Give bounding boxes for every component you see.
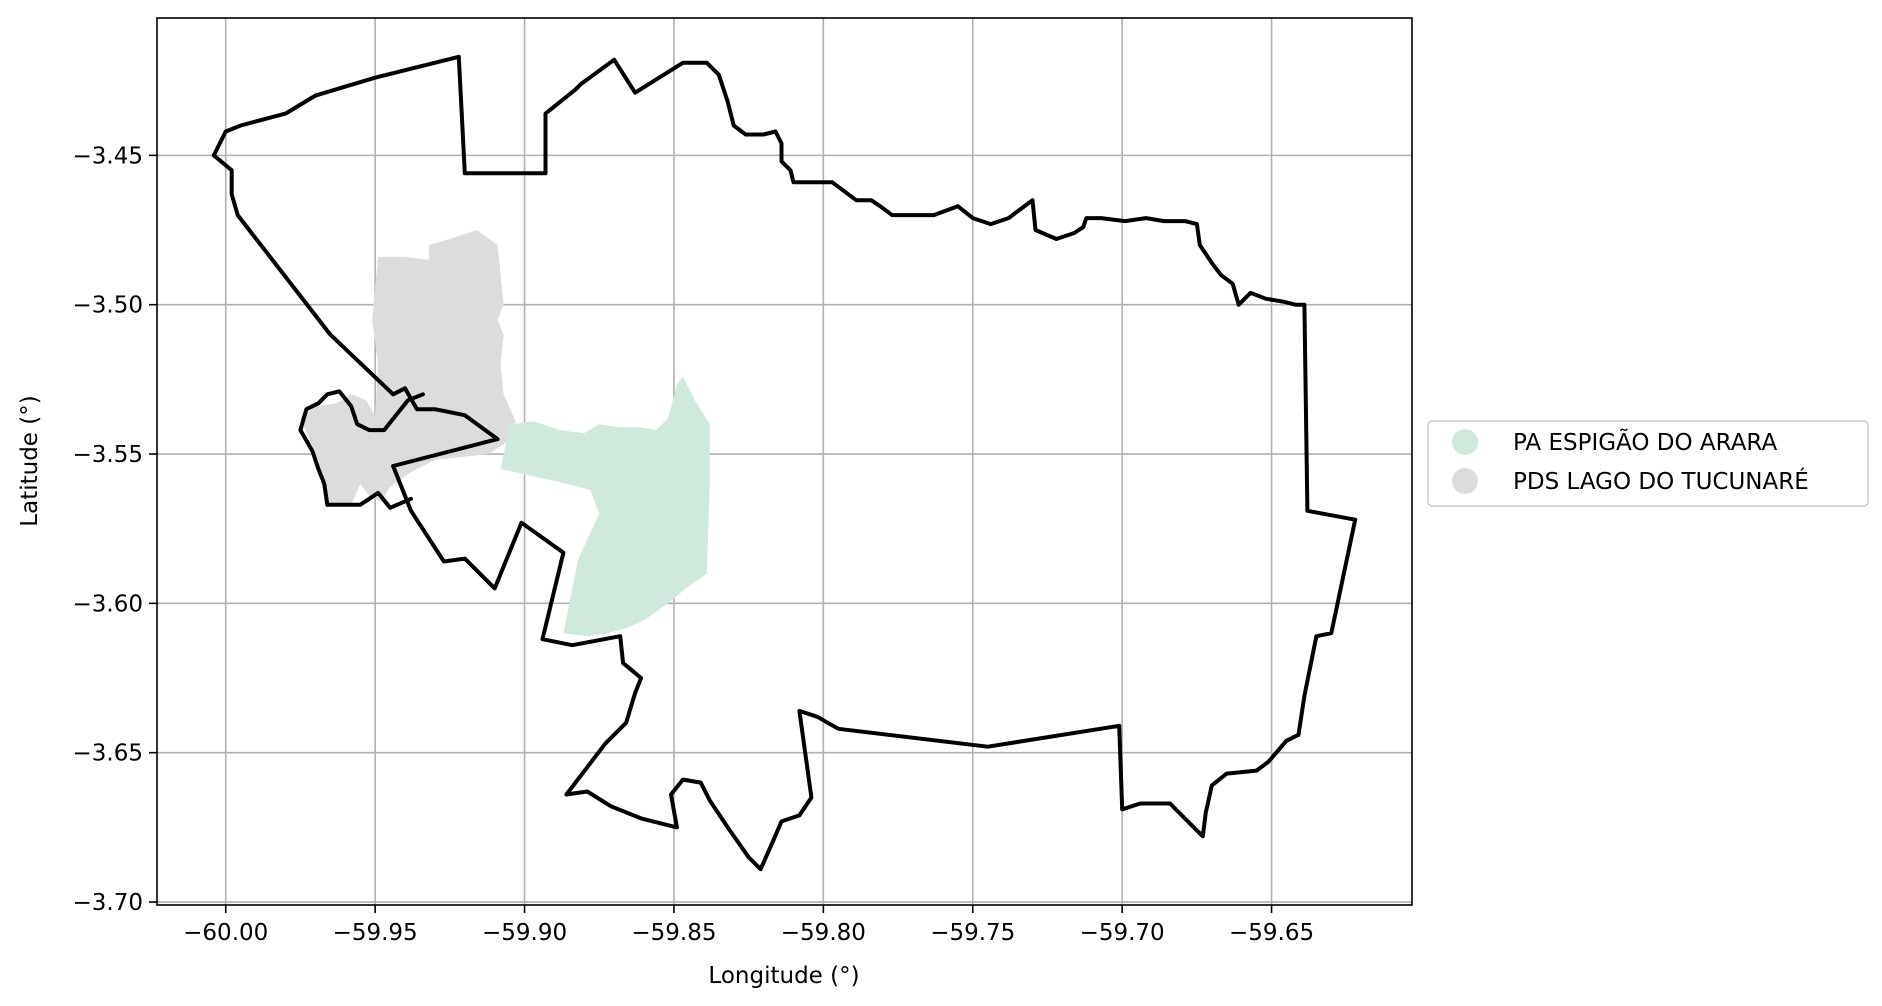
y-axis: −3.45 −3.50 −3.55 −3.60 −3.65 −3.70 [73,143,157,916]
municipality-boundary [211,54,1358,872]
y-tick-label-4: −3.65 [73,741,143,767]
x-tick-label-6: −59.70 [1080,920,1165,946]
x-tick-label-2: −59.90 [482,920,567,946]
area-pa-espigao-do-arara [500,376,710,637]
x-tick-label-5: −59.75 [930,920,1015,946]
y-tick-label-3: −3.60 [73,591,143,617]
areas [300,230,710,637]
y-tick-label-5: −3.70 [73,890,143,916]
legend-marker-pa-espigao [1452,429,1478,455]
x-tick-label-7: −59.65 [1229,920,1314,946]
legend-marker-pds-lago [1452,468,1478,494]
y-tick-label-2: −3.55 [73,442,143,468]
x-axis: −60.00 −59.95 −59.90 −59.85 −59.80 −59.75 −59.… [183,905,1314,946]
y-tick-label-1: −3.50 [73,293,143,319]
y-axis-label: Latitude (°) [17,395,43,526]
x-tick-label-0: −60.00 [183,920,268,946]
legend-box [1427,420,1869,507]
area-pds-lago-do-tucunare [300,230,516,505]
x-tick-label-4: −59.80 [781,920,866,946]
x-tick-label-3: −59.85 [631,920,716,946]
x-tick-label-1: −59.95 [333,920,418,946]
boundary-inner-lobe [298,389,425,510]
x-axis-label: Longitude (°) [708,963,859,989]
y-tick-label-0: −3.45 [73,143,143,169]
plot-frame [156,17,1413,906]
legend-label-pds-lago: PDS LAGO DO TUCUNARÉ [1513,467,1809,495]
legend: PA ESPIGÃO DO ARARA PDS LAGO DO TUCUNARÉ [1427,420,1869,507]
boundary-outline [211,54,1358,872]
legend-label-pa-espigao: PA ESPIGÃO DO ARARA [1513,428,1777,456]
